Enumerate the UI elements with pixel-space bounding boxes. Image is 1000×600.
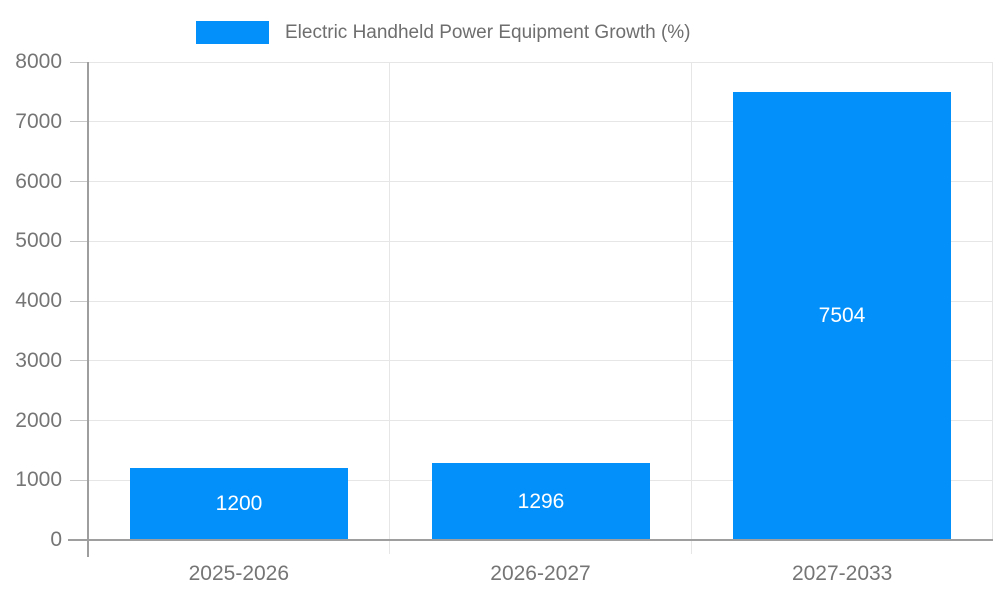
y-axis-tick-label: 0 [50, 528, 62, 551]
bar-data-label: 7504 [818, 304, 866, 327]
y-axis-tick [70, 360, 88, 362]
legend-swatch-icon [196, 21, 269, 44]
y-axis-line [87, 62, 89, 557]
gridline [88, 61, 993, 63]
bar-2025-2026[interactable]: 1200 [130, 468, 348, 540]
y-axis-tick-label: 4000 [15, 289, 62, 312]
gridline [88, 121, 993, 123]
gridline [88, 420, 993, 421]
y-axis-tick-label: 2000 [15, 408, 62, 432]
y-axis-tick-label: 6000 [15, 169, 62, 193]
bar-2026-2027[interactable]: 1296 [432, 463, 650, 540]
x-axis-tick-label: 2026-2027 [490, 562, 591, 585]
gridline [88, 300, 993, 302]
bar-data-label: 1200 [215, 492, 263, 515]
y-axis-tick [70, 121, 88, 123]
y-axis-tick-label: 3000 [15, 348, 62, 372]
y-axis-tick [70, 240, 88, 242]
x-axis-tick-label: 2025-2026 [188, 562, 290, 585]
y-axis-tick [70, 420, 88, 421]
y-axis-tick-label: 5000 [15, 229, 62, 253]
y-axis-tick-label: 8000 [15, 50, 62, 73]
bar-data-label: 1296 [517, 489, 565, 513]
x-axis-line [68, 539, 993, 541]
y-axis-tick [70, 61, 88, 63]
bar-2027-2033[interactable]: 7504 [733, 92, 951, 540]
x-axis-tick-label: 2027-2033 [791, 562, 893, 585]
gridline [88, 181, 993, 182]
y-axis-tick-label: 7000 [15, 109, 62, 133]
category-boundary-gridline [389, 62, 391, 554]
gridline [88, 240, 993, 242]
category-boundary-gridline [690, 62, 692, 554]
gridline [88, 360, 993, 362]
legend-label: Electric Handheld Power Equipment Growth… [285, 21, 691, 43]
y-axis-tick [70, 479, 88, 481]
y-axis-tick [70, 181, 88, 182]
plot-area: 0 1000 2000 3000 4000 5000 6000 7000 8000 1200 202… [15, 50, 993, 585]
y-axis-tick-label: 1000 [15, 468, 62, 492]
legend-item[interactable]: Electric Handheld Power Equipment Growth… [196, 21, 691, 44]
y-axis-tick [70, 300, 88, 302]
